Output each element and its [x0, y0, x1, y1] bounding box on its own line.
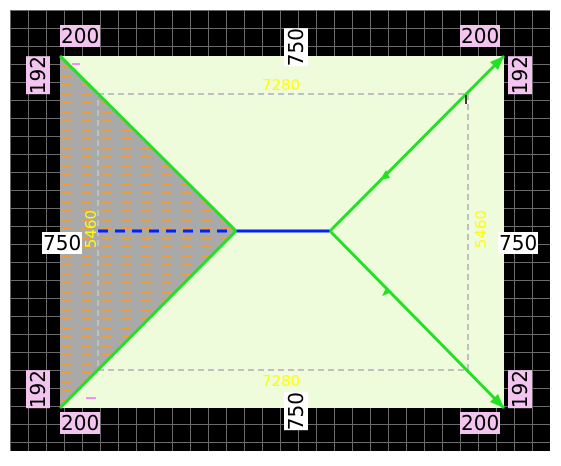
hip-line-top-left[interactable] [58, 54, 238, 233]
hip-line-bottom-left[interactable] [58, 229, 238, 410]
overhang-top-left[interactable]: 200 [60, 24, 101, 48]
overhang-top-right[interactable]: 200 [460, 24, 501, 48]
arrow-mid-upper-icon [380, 170, 390, 180]
side-overhang-right-top[interactable]: 192 [508, 56, 532, 95]
eave-label-bottom[interactable]: 750 [284, 392, 308, 431]
hip-line-top-right[interactable] [328, 54, 506, 233]
overhang-bottom-left[interactable]: 200 [60, 411, 101, 435]
eave-label-top[interactable]: 750 [284, 28, 308, 67]
side-overhang-left-bottom[interactable]: 192 [26, 370, 50, 409]
wall-dimension-right: 5460 [472, 210, 490, 249]
arrow-mid-lower-icon [382, 288, 392, 296]
hip-line-bottom-right[interactable] [328, 229, 506, 410]
roof-face-hatch [60, 56, 236, 408]
wall-dimension-left: 5460 [82, 210, 100, 249]
overhang-bottom-right[interactable]: 200 [460, 411, 501, 435]
wall-dimension-bottom: 7280 [262, 372, 301, 390]
eave-label-right[interactable]: 750 [498, 231, 539, 255]
eave-label-left[interactable]: 750 [42, 231, 83, 255]
wall-dimension-top: 7280 [262, 76, 301, 94]
side-overhang-right-bottom[interactable]: 192 [508, 370, 532, 409]
side-overhang-left-top[interactable]: 192 [26, 56, 50, 95]
arrow-bottom-right-icon [490, 394, 504, 408]
arrow-top-right-icon [490, 56, 504, 70]
